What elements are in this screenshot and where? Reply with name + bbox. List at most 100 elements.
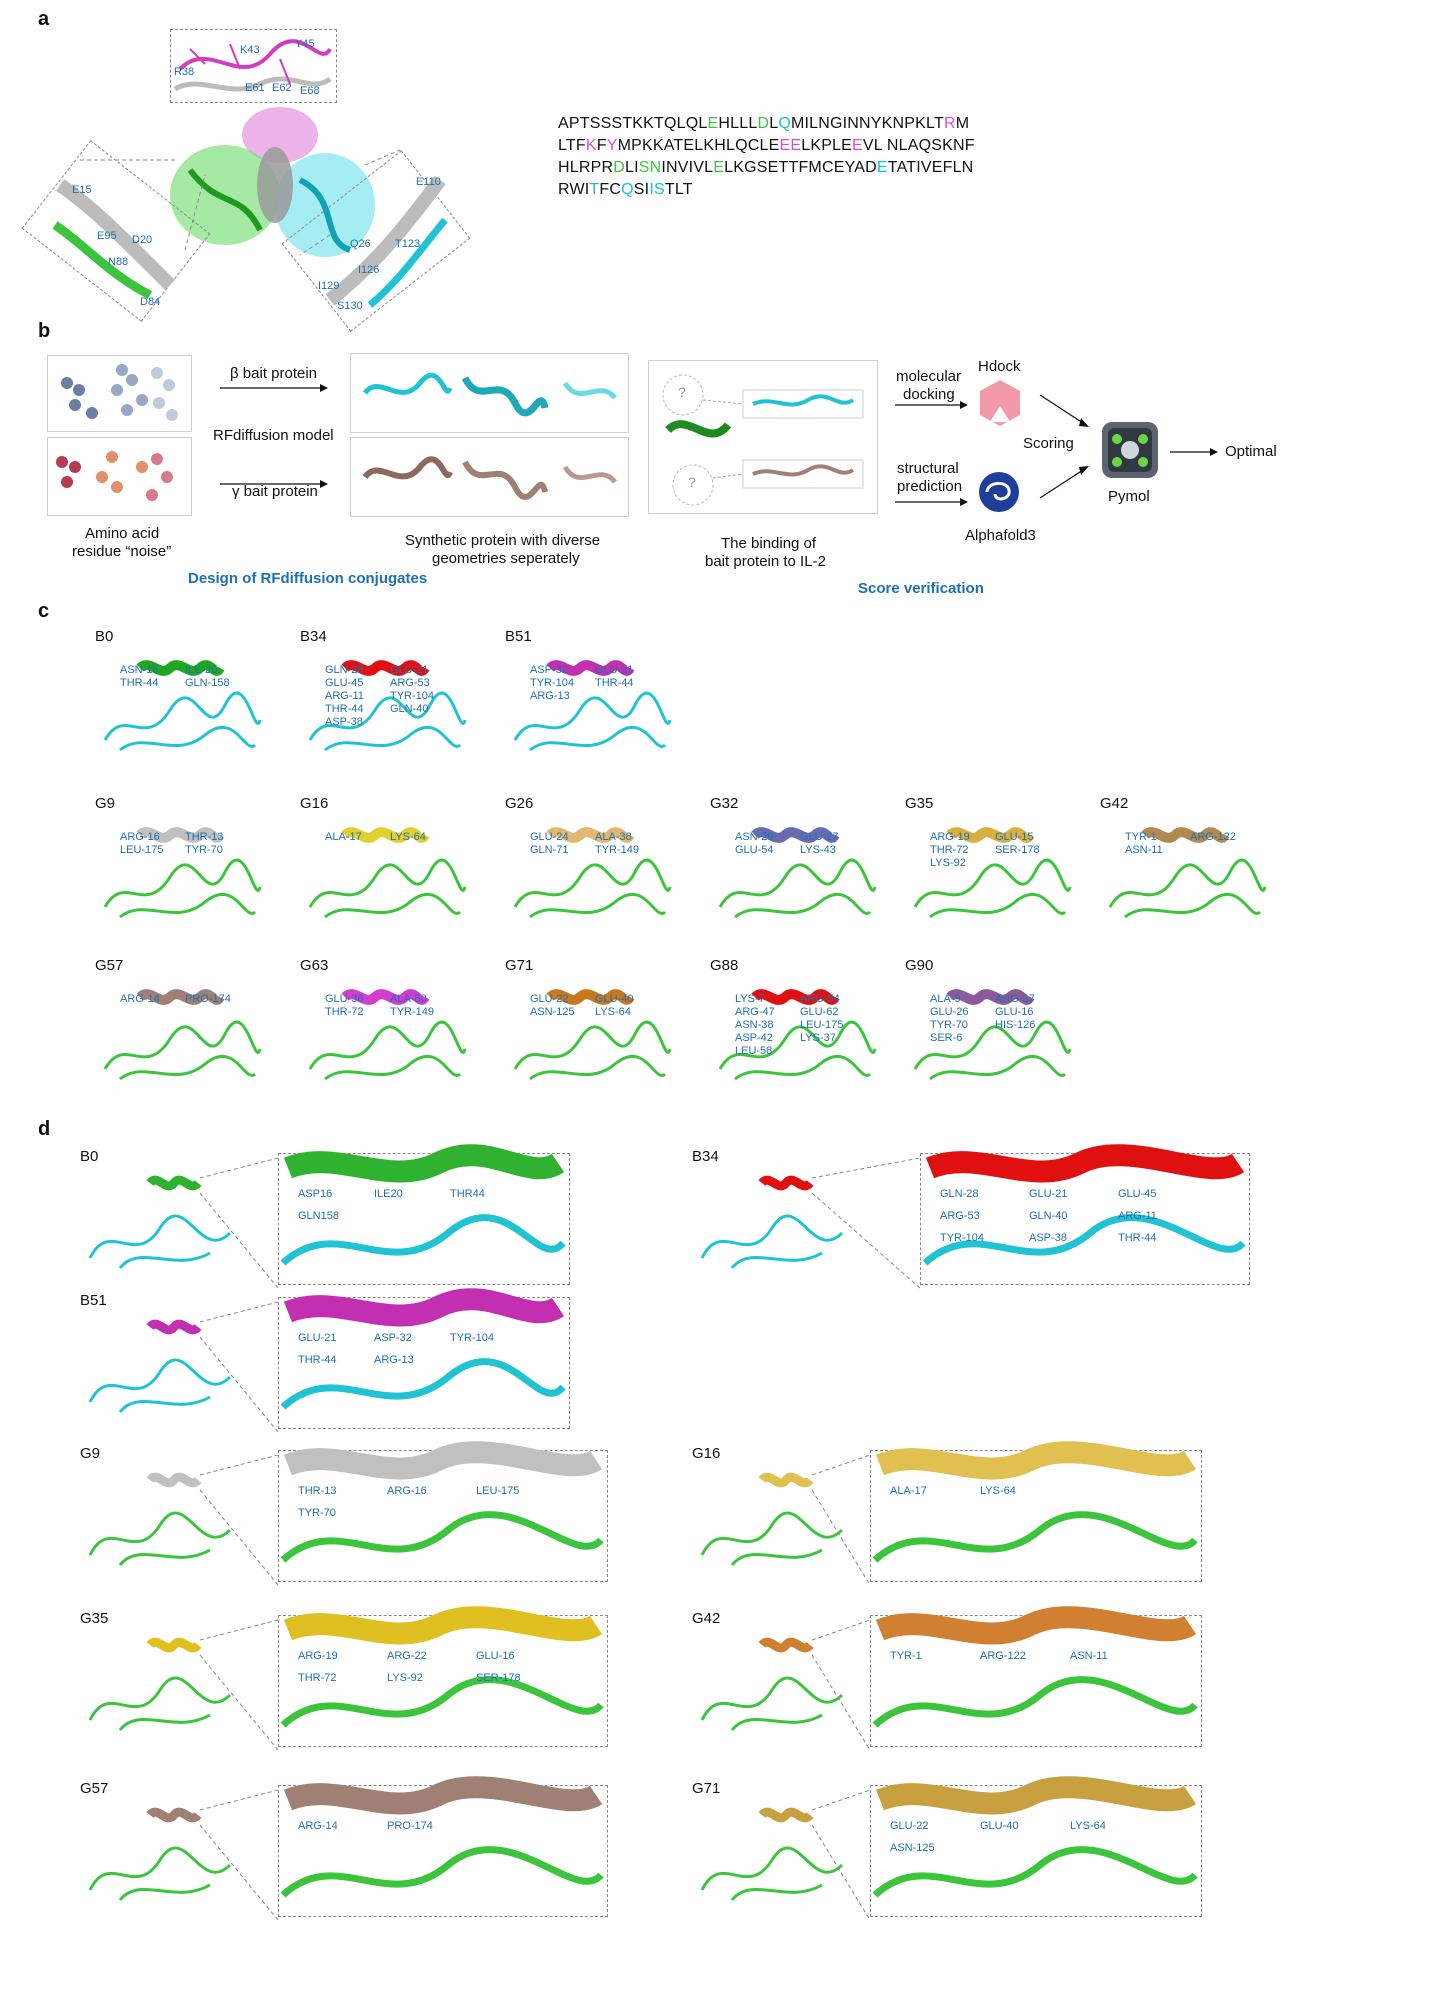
panel-a-top-inset-structure xyxy=(173,39,332,92)
panel-c-structure-name: G9 xyxy=(95,795,116,812)
a-top-res-0: R38 xyxy=(174,66,195,78)
structural-prediction-1: structural xyxy=(897,460,959,477)
a-right-res-1: Q26 xyxy=(350,238,371,250)
panel-a-right-inset-structure xyxy=(325,175,448,308)
panel-d-zoom-structure-G42 xyxy=(872,1606,1198,1728)
noise-dots-beta xyxy=(61,364,178,421)
panel-d-structure-name: B34 xyxy=(692,1148,719,1165)
sequence-segment: E xyxy=(876,159,888,176)
panel-c-residue-label: ASN-29 xyxy=(735,831,774,843)
panel-d-residue-label: LYS-64 xyxy=(980,1485,1016,1497)
molecular-docking-1: molecular xyxy=(896,368,962,385)
panel-c-residue-label: LEU-58 xyxy=(735,1045,773,1057)
panel-label-d: d xyxy=(38,1118,51,1140)
panel-d-residue-label: ARG-19 xyxy=(298,1650,338,1662)
sequence-segment: T xyxy=(589,181,600,198)
panel-c-residue-label: GLN-40 xyxy=(390,703,429,715)
noise-box-gamma xyxy=(47,437,192,516)
sequence-line-2: LTFKFYMPKKATELKHLQCLEEELKPLEEVL NLAQSKNF xyxy=(558,135,998,157)
sequence-segment: LKPLE xyxy=(801,137,853,154)
panel-label-a: a xyxy=(38,8,50,30)
panel-d-residue-label: ILE20 xyxy=(374,1188,403,1200)
synthetic-beta-structures xyxy=(363,372,617,417)
panel-d-residue-label: ARG-122 xyxy=(980,1650,1026,1662)
panel-c-residue-label: ARG-122 xyxy=(1190,831,1236,843)
binding-caption-2: bait protein to IL-2 xyxy=(705,553,826,570)
panel-c-residue-label: TYR-104 xyxy=(530,677,575,689)
panel-c-residue-label: ARG-37 xyxy=(995,993,1035,1005)
to-pymol-arrows xyxy=(1039,394,1089,499)
panel-d-residue-label: GLN158 xyxy=(298,1210,339,1222)
sequence-segment: FC xyxy=(599,181,622,198)
panel-d-residue-label: ASP16 xyxy=(298,1188,333,1200)
panel-d-residue-label: ASN-125 xyxy=(890,1842,935,1854)
panel-c-residue-label: SER-178 xyxy=(995,844,1040,856)
panel-d-overview-B34 xyxy=(700,1157,921,1289)
panel-d-structure-name: G57 xyxy=(80,1780,109,1797)
a-left-res-4: D84 xyxy=(140,296,161,308)
panel-d-residue-label: ARG-53 xyxy=(940,1210,980,1222)
noise-caption-1: Amino acid xyxy=(85,525,160,542)
panel-c-residue-label: ASN-16 xyxy=(120,664,159,676)
pymol-icon xyxy=(1102,422,1158,478)
panel-c-residue-label: GLU-21 xyxy=(390,664,429,676)
panel-c-residue-label: ARG-53 xyxy=(390,677,430,689)
panel-c-structure-name: G57 xyxy=(95,957,124,974)
panel-d-zoom-structure-G57 xyxy=(280,1776,604,1898)
il2-sequence: APTSSSTKKTQLQLEHLLLDLQMILNGINNYKNPKLTRM … xyxy=(558,113,998,201)
panel-c-structure-name: B0 xyxy=(95,628,114,645)
panel-d-residue-label: PRO-174 xyxy=(387,1820,433,1832)
panel-c-residue-label: SER-6 xyxy=(930,1032,963,1044)
panel-d-residue-label: TYR-70 xyxy=(298,1507,336,1519)
a-left-res-0: E15 xyxy=(72,184,92,196)
sequence-segment: TATIVEFLN xyxy=(887,159,974,176)
panel-d-residue-label: THR-72 xyxy=(298,1672,337,1684)
panel-c-residue-label: GLU-21 xyxy=(595,664,634,676)
panel-c-residue-label: ASN-11 xyxy=(1125,844,1163,856)
panel-d-residue-label: TYR-104 xyxy=(450,1332,495,1344)
panel-c-residue-label: LYS-64 xyxy=(390,831,426,843)
panel-a-dash-connectors xyxy=(80,149,401,256)
panel-a-left-inset-structure xyxy=(52,179,175,300)
sequence-segment: EE xyxy=(779,137,802,154)
a-left-res-3: N88 xyxy=(108,256,129,268)
panel-d-residue-label: ALA-17 xyxy=(890,1485,927,1497)
panel-c-residue-label: GLU-22 xyxy=(530,993,569,1005)
panel-d-overview-B51 xyxy=(88,1301,279,1433)
panel-d-overview-G42 xyxy=(700,1619,871,1751)
panel-c-structure-G90 xyxy=(913,989,1072,1081)
panel-c-residue-label: GLU-24 xyxy=(530,831,569,843)
panel-a-top-inset xyxy=(170,29,337,103)
optimal-label: Optimal xyxy=(1225,443,1277,460)
panel-c-residue-label: THR-13 xyxy=(185,831,224,843)
a-right-res-4: I129 xyxy=(318,280,340,292)
sequence-segment: E xyxy=(713,159,725,176)
a-left-res-1: E95 xyxy=(97,230,117,242)
panel-d-zoom-structure-G35 xyxy=(280,1606,604,1728)
panel-c-residue-label: THR-72 xyxy=(325,1006,364,1018)
panel-d-residue-label: GLU-21 xyxy=(1029,1188,1068,1200)
docking-arrow xyxy=(895,401,968,409)
sequence-segment: F xyxy=(596,137,607,154)
a-left-res-2: D20 xyxy=(132,234,153,246)
panel-c-residue-label: GLU-54 xyxy=(735,844,774,856)
panel-c-structure-G42 xyxy=(1108,827,1267,919)
panel-c-residue-label: LEU-175 xyxy=(800,1019,844,1031)
panel-c-residue-label: ASP-42 xyxy=(735,1032,773,1044)
panel-d-residue-label: ARG-11 xyxy=(1118,1210,1157,1222)
beta-bait-arrow xyxy=(220,384,328,392)
panel-d-residue-label: ASP-38 xyxy=(1029,1232,1067,1244)
panel-c-residue-label: LEU-175 xyxy=(120,844,164,856)
sequence-segment: E xyxy=(707,115,719,132)
panel-c-residue-label: LYS-37 xyxy=(800,1032,836,1044)
a-top-res-5: E68 xyxy=(300,85,320,97)
sequence-line-4: RWITFCQSIISTLT xyxy=(558,179,998,201)
panel-c-residue-label: ARG-47 xyxy=(735,1006,775,1018)
pymol-label: Pymol xyxy=(1108,488,1150,505)
sequence-line-3: HLRPRDLISNINVIVLELKGSETTFMCEYADETATIVEFL… xyxy=(558,157,998,179)
panel-d-residue-label: ARG-13 xyxy=(374,1354,414,1366)
sequence-segment: L xyxy=(769,115,779,132)
sequence-line-1: APTSSSTKKTQLQLEHLLLDLQMILNGINNYKNPKLTRM xyxy=(558,113,998,135)
panel-c-residue-label: ALA-17 xyxy=(325,831,362,843)
panel-c-structure-B34 xyxy=(308,660,467,752)
